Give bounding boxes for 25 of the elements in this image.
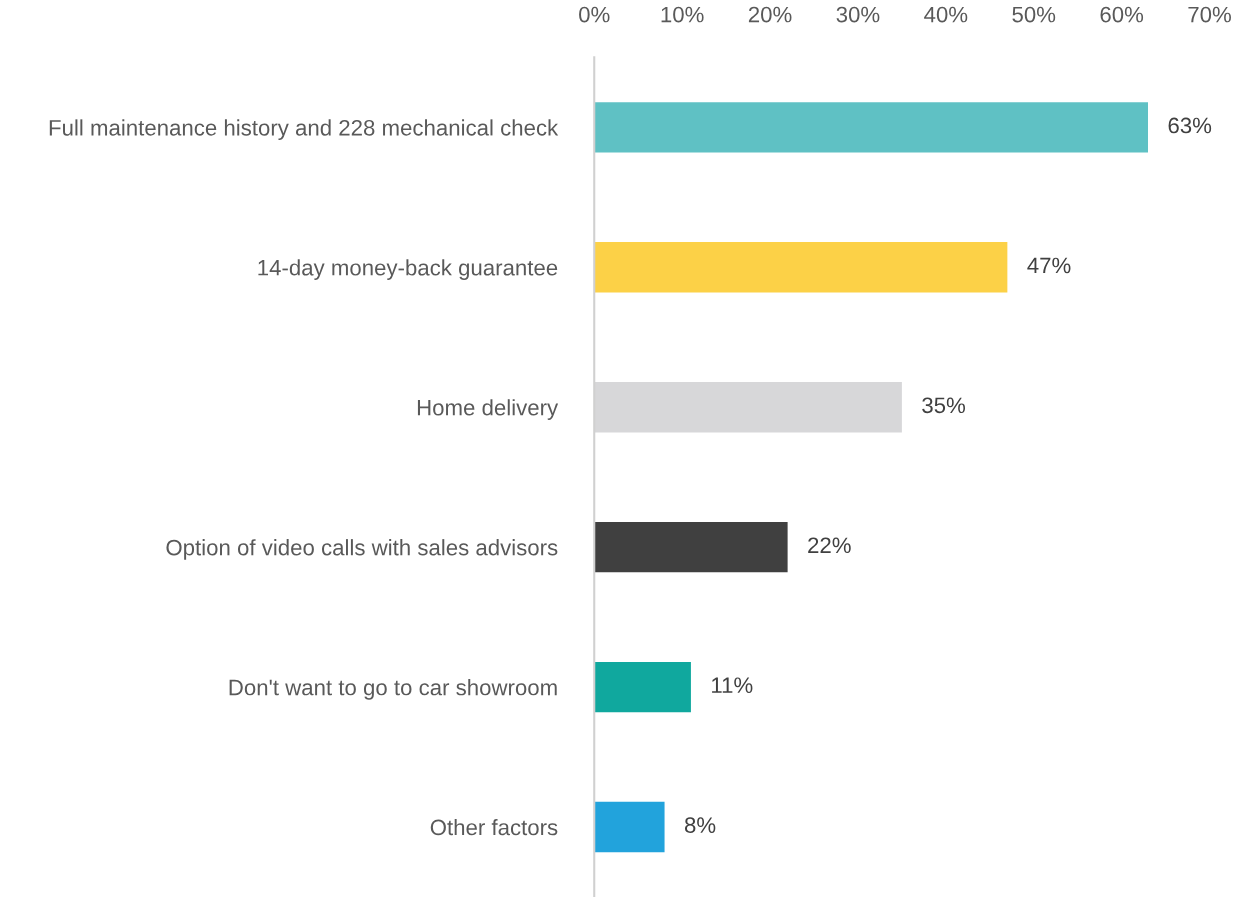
x-tick-label: 0% [579,6,610,23]
data-label: 11% [712,677,753,693]
data-label: 63% [1168,117,1212,134]
x-tick-label: 70% [1188,6,1231,23]
x-tick-label: 10% [661,6,704,23]
x-tick-label: 30% [836,6,880,23]
data-label: 35% [922,397,966,414]
x-tick-label: 20% [748,6,792,23]
bar [594,102,1148,153]
y-tick-label: Don't want to go to car showroom [229,679,557,700]
data-label: 22% [808,537,851,554]
x-tick-label: 60% [1100,6,1144,23]
x-tick-label: 40% [924,6,968,23]
y-tick-label: 14-day money-back guarantee [258,259,558,280]
data-label: 47% [1027,257,1071,274]
bar [594,801,665,853]
y-tick-label: Home delivery [417,399,559,420]
bar [594,242,1008,293]
bar [594,661,691,713]
data-label: 8% [684,817,716,833]
bar [594,521,788,573]
y-tick-label: Full maintenance history and 228 mechanical check [49,119,559,141]
x-tick-label: 50% [1012,6,1056,23]
y-tick-label: Other factors [430,818,558,836]
y-tick-label: Option of video calls with sales advisors [166,539,558,560]
